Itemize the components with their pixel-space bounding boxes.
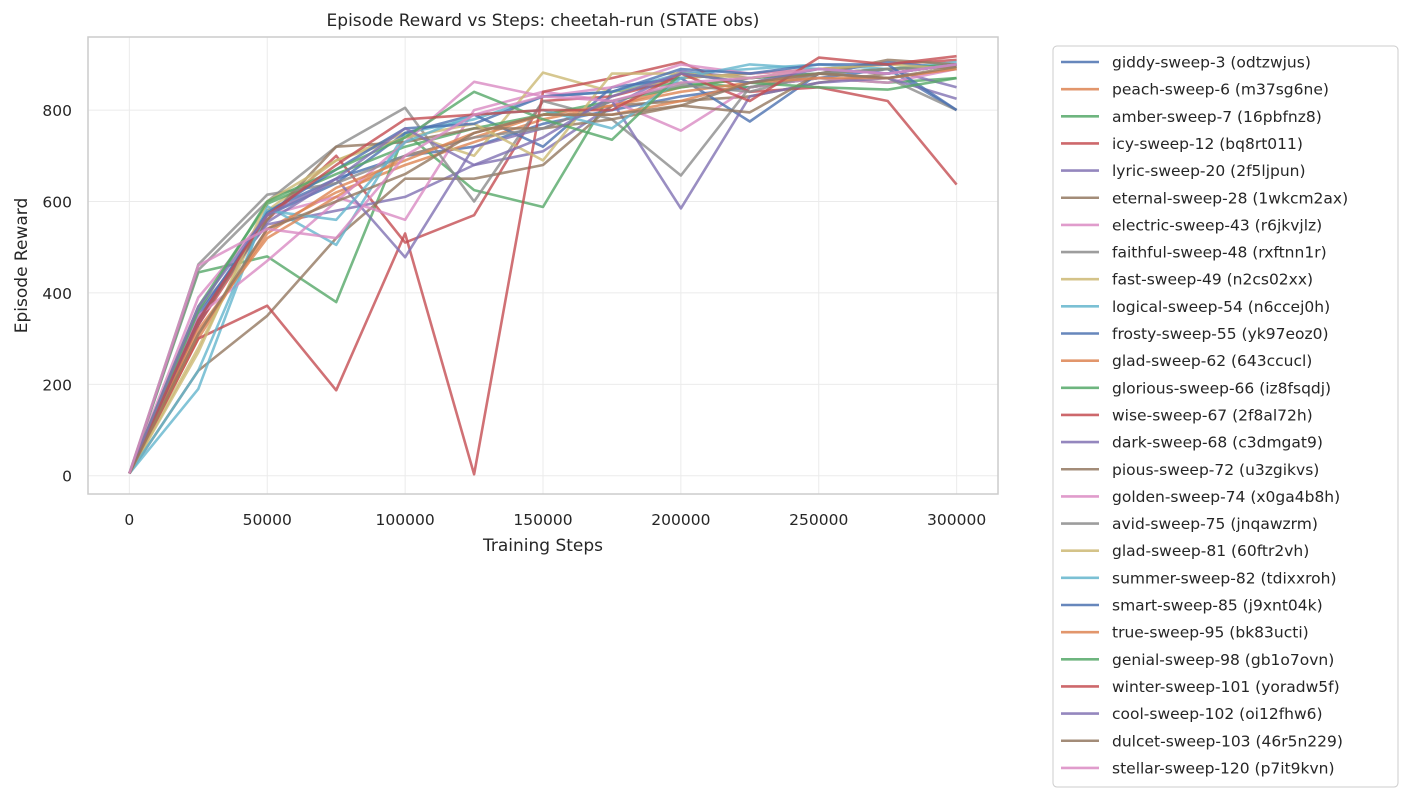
legend-label: fast-sweep-49 (n2cs02xx) bbox=[1112, 271, 1313, 289]
legend-label: stellar-sweep-120 (p7it9kvn) bbox=[1112, 759, 1335, 777]
legend-label: faithful-sweep-48 (rxftnn1r) bbox=[1112, 244, 1327, 262]
legend: giddy-sweep-3 (odtzwjus) peach-sweep-6 (m… bbox=[1052, 45, 1399, 788]
series-lines bbox=[128, 54, 958, 476]
legend-label: lyric-sweep-20 (2f5ljpun) bbox=[1112, 162, 1306, 180]
legend-label: genial-sweep-98 (gb1o7ovn) bbox=[1112, 651, 1334, 669]
legend-label: true-sweep-95 (bk83ucti) bbox=[1112, 624, 1309, 642]
gridlines bbox=[88, 37, 998, 494]
legend-label: giddy-sweep-3 (odtzwjus) bbox=[1112, 54, 1311, 72]
x-tick-label: 150000 bbox=[513, 511, 572, 529]
x-tick-label: 50000 bbox=[243, 511, 292, 529]
x-tick-label: 200000 bbox=[651, 511, 710, 529]
legend-label: glad-sweep-81 (60ftr2vh) bbox=[1112, 542, 1309, 560]
x-axis-label: Training Steps bbox=[482, 536, 603, 556]
x-tick-label: 100000 bbox=[376, 511, 435, 529]
legend-label: glorious-sweep-66 (iz8fsqdj) bbox=[1112, 379, 1331, 397]
legend-label: icy-sweep-12 (bq8rt011) bbox=[1112, 135, 1303, 153]
y-tick-label: 800 bbox=[42, 102, 72, 120]
y-axis-ticks: 0 200 400 600 800 bbox=[42, 102, 72, 486]
x-tick-label: 250000 bbox=[789, 511, 848, 529]
y-tick-label: 600 bbox=[42, 194, 72, 212]
legend-label: glad-sweep-62 (643ccucl) bbox=[1112, 352, 1312, 370]
legend-label: dulcet-sweep-103 (46r5n229) bbox=[1112, 732, 1343, 750]
legend-label: pious-sweep-72 (u3zgikvs) bbox=[1112, 461, 1319, 479]
y-tick-label: 200 bbox=[42, 376, 72, 394]
chart-title: Episode Reward vs Steps: cheetah-run (ST… bbox=[327, 11, 760, 31]
x-tick-label: 300000 bbox=[927, 511, 986, 529]
x-axis-ticks: 0 50000 100000 150000 200000 250000 300000 bbox=[124, 511, 986, 529]
legend-label: peach-sweep-6 (m37sg6ne) bbox=[1112, 81, 1329, 99]
y-tick-label: 400 bbox=[42, 285, 72, 303]
x-tick-label: 0 bbox=[124, 511, 134, 529]
legend-label: wise-sweep-67 (2f8al72h) bbox=[1112, 406, 1313, 424]
series-line bbox=[128, 63, 957, 474]
series-line bbox=[128, 72, 957, 474]
legend-label: winter-sweep-101 (yoradw5f) bbox=[1112, 678, 1340, 696]
plot-area bbox=[87, 36, 999, 495]
legend-frame bbox=[1052, 45, 1399, 788]
legend-label: dark-sweep-68 (c3dmgat9) bbox=[1112, 434, 1323, 452]
legend-label: logical-sweep-54 (n6ccej0h) bbox=[1112, 298, 1330, 316]
legend-label: golden-sweep-74 (x0ga4b8h) bbox=[1112, 488, 1340, 506]
y-tick-label: 0 bbox=[62, 468, 72, 486]
legend-label: cool-sweep-102 (oi12fhw6) bbox=[1112, 705, 1323, 723]
legend-label: avid-sweep-75 (jnqawzrm) bbox=[1112, 515, 1318, 533]
legend-label: smart-sweep-85 (j9xnt04k) bbox=[1112, 597, 1323, 615]
legend-label: frosty-sweep-55 (yk97eoz0) bbox=[1112, 325, 1329, 343]
legend-label: electric-sweep-43 (r6jkvjlz) bbox=[1112, 216, 1322, 234]
legend-label: amber-sweep-7 (16pbfnz8) bbox=[1112, 108, 1322, 126]
legend-label: eternal-sweep-28 (1wkcm2ax) bbox=[1112, 189, 1348, 207]
legend-label: summer-sweep-82 (tdixxroh) bbox=[1112, 569, 1337, 587]
y-axis-label: Episode Reward bbox=[12, 198, 32, 333]
